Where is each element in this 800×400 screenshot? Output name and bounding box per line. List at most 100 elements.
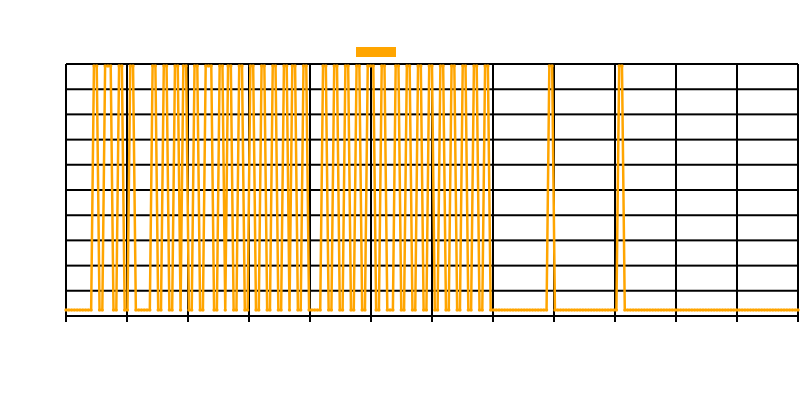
data-point (628, 308, 632, 312)
data-point (743, 308, 747, 312)
data-point (598, 308, 602, 312)
data-point (452, 64, 456, 68)
data-point (382, 64, 387, 68)
data-point (776, 308, 781, 312)
data-point (212, 308, 216, 312)
data-point (380, 64, 384, 68)
data-point (550, 64, 554, 68)
data-point (282, 64, 286, 68)
data-point (631, 308, 635, 312)
data-point (489, 308, 493, 312)
data-point (449, 64, 454, 68)
data-point (162, 64, 166, 68)
data-point (206, 64, 211, 68)
data-point (218, 64, 222, 68)
data-point (575, 308, 579, 312)
data-point (586, 308, 591, 312)
data-point (684, 308, 688, 312)
data-point (670, 308, 674, 312)
data-point (357, 64, 361, 68)
data-point (290, 64, 294, 68)
data-point (765, 308, 769, 312)
data-point (81, 308, 85, 312)
data-point (455, 308, 459, 312)
data-point (530, 308, 535, 312)
data-point (321, 64, 325, 68)
data-point (693, 308, 697, 312)
data-point (503, 308, 507, 312)
data-point (673, 308, 677, 312)
data-point (332, 64, 336, 68)
data-point (201, 308, 205, 312)
data-point (461, 64, 465, 68)
data-point (237, 64, 241, 68)
data-point (296, 308, 300, 312)
data-point (226, 64, 230, 68)
data-point (97, 308, 102, 312)
data-point (483, 64, 487, 68)
data-point (148, 308, 152, 312)
data-point (100, 308, 104, 312)
data-point (469, 308, 473, 312)
data-point (603, 308, 607, 312)
data-point (368, 64, 373, 68)
data-point (391, 308, 395, 312)
data-point (254, 308, 258, 312)
data-point (153, 64, 157, 68)
data-point (595, 308, 599, 312)
data-point (570, 308, 574, 312)
data-point (435, 308, 440, 312)
data-point (232, 308, 236, 312)
data-point (360, 308, 364, 312)
data-point (433, 308, 437, 312)
data-point (343, 64, 347, 68)
data-point (653, 308, 658, 312)
data-point (262, 64, 266, 68)
data-point (779, 308, 783, 312)
data-point (248, 64, 252, 68)
data-point (556, 308, 560, 312)
data-point (572, 308, 577, 312)
data-point (648, 308, 652, 312)
data-point (609, 308, 613, 312)
data-point (259, 64, 264, 68)
data-point (366, 64, 370, 68)
data-point (659, 308, 663, 312)
data-point (184, 64, 188, 68)
data-point (625, 308, 630, 312)
data-point (95, 64, 99, 68)
data-point (78, 308, 82, 312)
data-point (723, 308, 727, 312)
data-point (293, 64, 297, 68)
data-point (145, 308, 149, 312)
data-point (181, 64, 185, 68)
data-point (695, 308, 700, 312)
data-point (704, 308, 708, 312)
data-point (192, 64, 197, 68)
data-point (156, 308, 160, 312)
data-point (491, 308, 496, 312)
data-point (475, 64, 479, 68)
data-point (318, 308, 322, 312)
data-point (729, 308, 733, 312)
data-point (760, 308, 764, 312)
data-point (301, 64, 306, 68)
data-point (257, 308, 261, 312)
data-point (600, 308, 605, 312)
data-point (287, 308, 292, 312)
data-point (558, 308, 563, 312)
data-point (790, 308, 795, 312)
data-point (441, 64, 445, 68)
data-point (746, 308, 750, 312)
data-point (712, 308, 716, 312)
data-point (617, 64, 621, 68)
data-point (204, 64, 208, 68)
data-point (109, 64, 113, 68)
data-point (402, 308, 406, 312)
data-point (377, 308, 381, 312)
data-point (178, 308, 183, 312)
data-point (268, 308, 272, 312)
data-point (698, 308, 702, 312)
data-point (92, 64, 96, 68)
data-point (313, 308, 317, 312)
